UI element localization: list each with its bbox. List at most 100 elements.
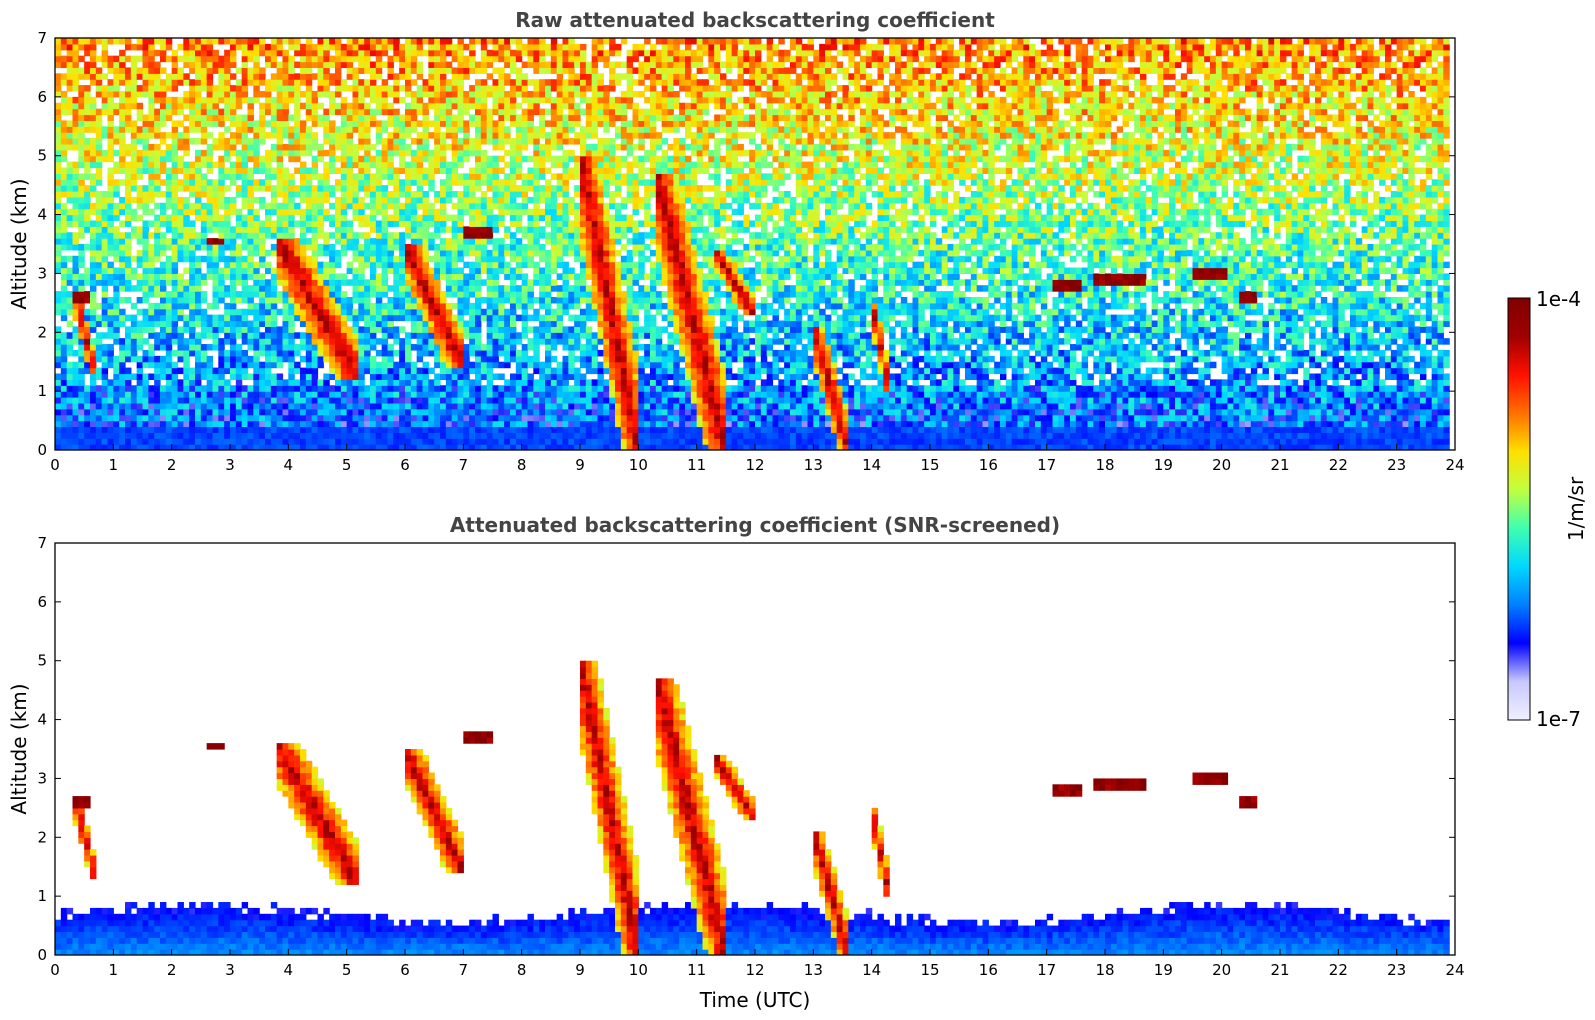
heatmap-cell	[434, 397, 441, 404]
heatmap-cell	[358, 49, 365, 57]
heatmap-cell	[276, 38, 284, 45]
heatmap-cell	[113, 338, 120, 345]
heatmap-cell	[113, 279, 120, 286]
heatmap-cell	[405, 120, 412, 127]
heatmap-cell	[84, 320, 91, 327]
heatmap-cell	[515, 267, 523, 275]
heatmap-cell	[177, 102, 184, 110]
heatmap-cell	[101, 438, 109, 445]
heatmap-cell	[259, 167, 266, 174]
heatmap-cell	[200, 214, 208, 222]
heatmap-cell	[300, 79, 307, 86]
heatmap-cell	[504, 397, 511, 404]
heatmap-cell	[364, 432, 371, 439]
heatmap-cell	[358, 367, 365, 375]
heatmap-cell	[434, 244, 441, 251]
heatmap-cell	[84, 273, 91, 280]
heatmap-cell	[364, 391, 371, 398]
heatmap-cell	[521, 379, 529, 386]
heatmap-cell	[60, 79, 68, 86]
heatmap-cell	[95, 132, 103, 139]
heatmap-cell	[60, 38, 68, 45]
heatmap-cell	[60, 167, 68, 174]
heatmap-cell	[78, 420, 85, 428]
heatmap-cell	[399, 143, 406, 151]
heatmap-cell	[113, 179, 120, 186]
heatmap-cell	[171, 102, 179, 110]
heatmap-cell	[387, 326, 394, 333]
heatmap-cell	[72, 373, 79, 380]
heatmap-cell	[457, 149, 464, 157]
heatmap-cell	[136, 114, 144, 121]
heatmap-cell	[422, 143, 429, 151]
heatmap-cell	[276, 214, 284, 222]
heatmap-cell	[323, 185, 330, 192]
heatmap-cell	[399, 132, 406, 139]
heatmap-cell	[101, 85, 109, 92]
heatmap-cell	[148, 102, 155, 110]
heatmap-cell	[84, 414, 91, 422]
heatmap-cell	[428, 202, 435, 210]
heatmap-cell	[90, 302, 97, 310]
heatmap-cell	[329, 408, 336, 416]
heatmap-cell	[457, 397, 464, 404]
heatmap-cell	[282, 102, 289, 110]
heatmap-cell	[265, 361, 272, 369]
heatmap-cell	[282, 261, 289, 269]
heatmap-cell	[224, 143, 231, 151]
heatmap-cell	[393, 414, 400, 422]
heatmap-cell	[340, 132, 348, 139]
heatmap-cell	[387, 155, 394, 163]
heatmap-cell	[527, 79, 534, 86]
heatmap-cell	[475, 102, 482, 110]
heatmap-cell	[288, 385, 295, 392]
heatmap-cell	[90, 143, 97, 151]
heatmap-cell	[55, 143, 62, 151]
heatmap-cell	[492, 438, 499, 445]
heatmap-cell	[305, 191, 313, 198]
heatmap-cell	[125, 408, 132, 416]
heatmap-cell	[475, 273, 482, 280]
heatmap-cell	[171, 179, 179, 186]
heatmap-cell	[270, 332, 278, 339]
heatmap-cell	[78, 385, 85, 392]
heatmap-cell	[72, 385, 79, 392]
heatmap-cell	[463, 355, 470, 363]
heatmap-cell	[142, 320, 149, 327]
heatmap-cell	[177, 244, 184, 251]
heatmap-cell	[72, 232, 79, 239]
heatmap-cell	[125, 296, 132, 304]
heatmap-cell	[195, 444, 202, 450]
heatmap-cell	[346, 391, 354, 398]
heatmap-cell	[200, 61, 208, 69]
heatmap-cell	[125, 196, 132, 204]
heatmap-cell	[340, 161, 348, 169]
heatmap-cell	[206, 132, 214, 139]
heatmap-cell	[160, 355, 167, 363]
heatmap-cell	[434, 214, 441, 222]
heatmap-cell	[451, 285, 459, 292]
heatmap-cell	[206, 402, 214, 410]
heatmap-cell	[212, 55, 219, 63]
heatmap-cell	[107, 432, 114, 439]
heatmap-cell	[206, 255, 214, 263]
heatmap-cell	[288, 432, 295, 439]
heatmap-cell	[399, 408, 406, 416]
heatmap-cell	[113, 408, 120, 416]
heatmap-cell	[224, 196, 231, 204]
heatmap-cell	[469, 49, 476, 57]
heatmap-cell	[119, 432, 126, 439]
heatmap-cell	[410, 291, 418, 298]
heatmap-cell	[107, 214, 114, 222]
heatmap-cell	[445, 302, 453, 310]
heatmap-cell	[480, 132, 488, 139]
heatmap-cell	[440, 296, 447, 304]
heatmap-cell	[195, 202, 202, 210]
heatmap-cell	[457, 114, 464, 121]
heatmap-cell	[101, 314, 109, 322]
heatmap-cell	[463, 90, 470, 98]
heatmap-cell	[282, 185, 289, 192]
heatmap-cell	[510, 55, 517, 63]
heatmap-cell	[305, 432, 313, 439]
heatmap-cell	[340, 397, 348, 404]
